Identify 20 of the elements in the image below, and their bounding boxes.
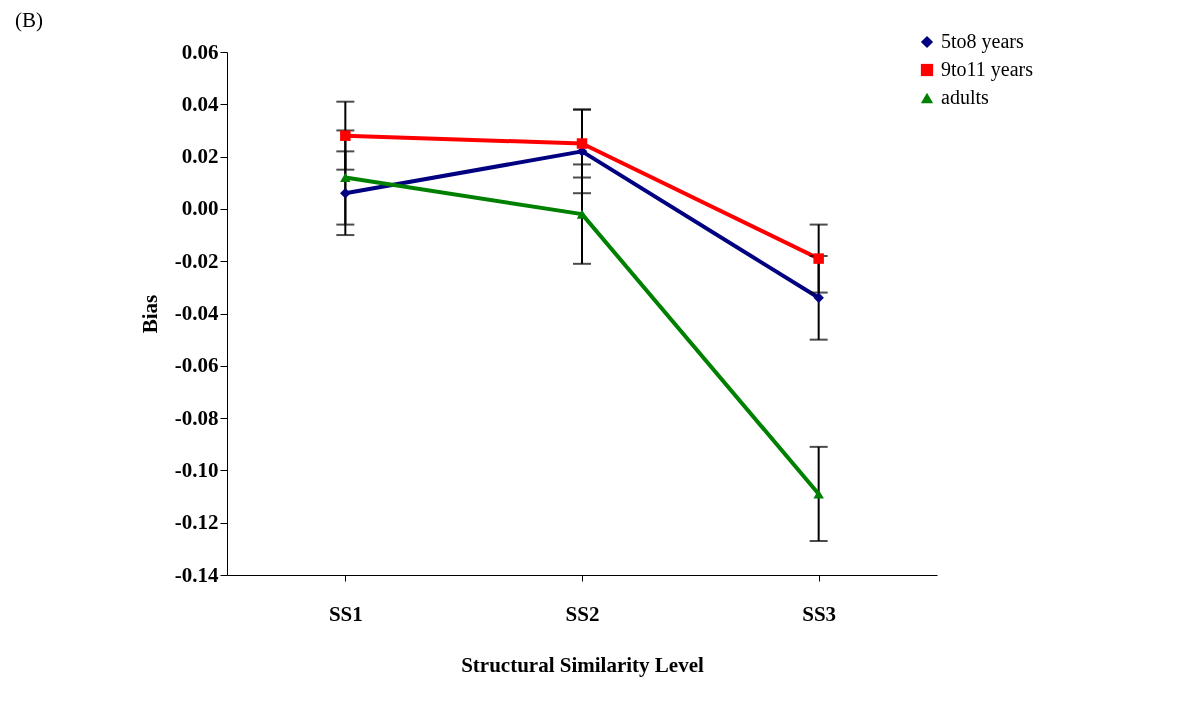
x-tick-label: SS2: [565, 601, 600, 626]
x-axis-title: Structural Similarity Level: [461, 652, 704, 677]
y-tick-label: -0.04: [174, 301, 219, 325]
y-tick-label: -0.06: [174, 353, 219, 378]
y-tick-label: -0.12: [174, 510, 219, 535]
y-tick-label: -0.14: [174, 562, 219, 587]
x-tick-label: SS1: [328, 601, 363, 626]
y-tick-label: -0.02: [174, 248, 219, 273]
text: (B): [15, 8, 43, 32]
y-tick-label: -0.10: [174, 457, 219, 482]
legend-label: adults: [941, 86, 989, 108]
legend-label: 9to11 years: [941, 58, 1034, 81]
x-tick-label: SS3: [802, 601, 837, 626]
y-tick-label: 0.02: [181, 144, 219, 169]
y-axis-title: Bias: [137, 294, 162, 334]
y-tick-label: -0.08: [174, 405, 219, 430]
y-tick-label: 0.06: [181, 39, 219, 64]
y-tick-label: 0.04: [181, 91, 219, 116]
y-tick-label: 0.00: [181, 196, 219, 221]
legend-label: 5to8 years: [941, 30, 1024, 53]
